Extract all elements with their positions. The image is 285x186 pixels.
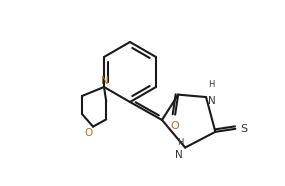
Text: N: N (101, 76, 109, 86)
Text: N: N (208, 96, 216, 106)
Text: O: O (84, 128, 92, 138)
Text: O: O (171, 121, 180, 131)
Text: H: H (208, 80, 214, 89)
Text: S: S (240, 124, 247, 134)
Text: N: N (175, 150, 183, 160)
Text: H: H (177, 138, 183, 147)
